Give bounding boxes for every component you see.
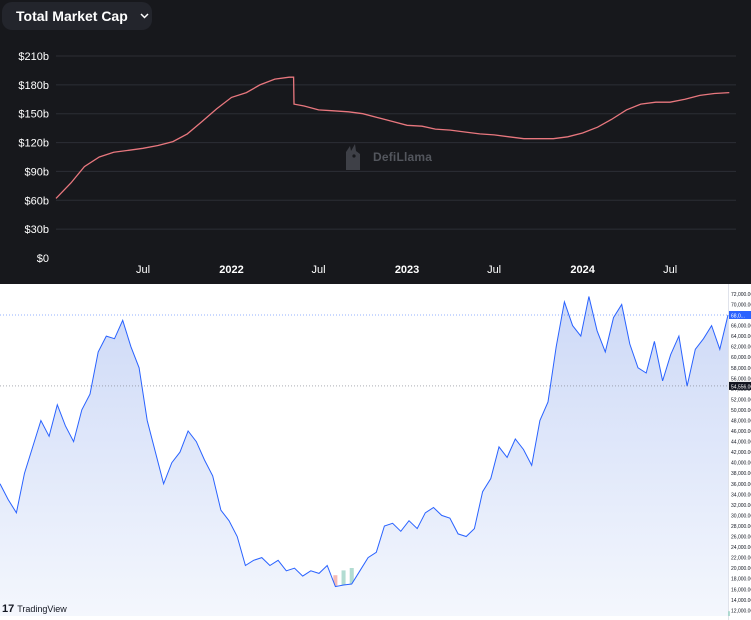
x-tick-label: Jul — [487, 264, 501, 276]
price-scale-label: 64,000.00 — [731, 334, 751, 340]
tradingview-chart-svg: 12,000.00 14,000.00 16,000.00 18,000.00 20,0… — [0, 284, 751, 620]
price-scale-label: 30,000.00 — [731, 513, 751, 519]
tradingview-logo-text: TradingView — [17, 604, 67, 614]
chevron-down-icon — [140, 11, 150, 21]
price-scale-label: 44,000.00 — [731, 440, 751, 446]
price-scale-label: 14,000.00 — [731, 598, 751, 604]
crosshair-price-label: 54,556.00 — [731, 384, 751, 390]
price-scale-label: 58,000.00 — [731, 366, 751, 372]
tradingview-logo-mark: 17 — [2, 603, 15, 615]
price-scale-label: 62,000.00 — [731, 345, 751, 351]
defillama-chart-svg: $0 $30b $60b $90b $120b $150b $180b $210b Jul 202… — [18, 51, 736, 276]
price-scale-label: 18,000.00 — [731, 577, 751, 583]
y-tick-label: $0 — [37, 253, 49, 265]
price-scale-label: 52,000.00 — [731, 397, 751, 403]
price-scale-label: 24,000.00 — [731, 545, 751, 551]
price-scale-label: 28,000.00 — [731, 524, 751, 530]
price-scale-label: 38,000.00 — [731, 471, 751, 477]
tradingview-logo: 17 TradingView — [2, 602, 67, 616]
price-scale-label: 12,000.00 — [731, 608, 751, 614]
price-scale-label: 56,000.00 — [731, 376, 751, 382]
price-scale-label: 40,000.00 — [731, 461, 751, 467]
defillama-watermark: DefiLlama — [373, 150, 433, 164]
x-tick-label: Jul — [312, 264, 326, 276]
price-scale-label: 36,000.00 — [731, 482, 751, 488]
tradingview-chart-panel: 12,000.00 14,000.00 16,000.00 18,000.00 20,0… — [0, 284, 751, 620]
x-tick-label: 2022 — [219, 264, 243, 276]
price-scale-label: 26,000.00 — [731, 535, 751, 541]
x-tick-label: Jul — [663, 264, 677, 276]
y-tick-label: $30b — [25, 224, 49, 236]
defillama-chart-panel: $0 $30b $60b $90b $120b $150b $180b $210b Jul 202… — [0, 0, 751, 284]
market-cap-line — [55, 76, 730, 199]
price-scale-label: 50,000.00 — [731, 408, 751, 414]
price-scale-label: 72,000.00 — [731, 292, 751, 298]
y-tick-label: $120b — [18, 138, 49, 150]
price-scale-label: 70,000.00 — [731, 302, 751, 308]
price-scale-label: 16,000.00 — [731, 587, 751, 593]
price-scale-label: 22,000.00 — [731, 556, 751, 562]
price-scale-label: 46,000.00 — [731, 429, 751, 435]
y-tick-label: $60b — [25, 195, 49, 207]
price-line — [0, 296, 729, 588]
current-price-label: 68,0... — [731, 314, 745, 320]
crosshair-price-tag — [729, 381, 751, 390]
metric-selector-label: Total Market Cap — [16, 8, 128, 24]
y-tick-label: $210b — [18, 51, 49, 63]
x-tick-label: 2023 — [395, 264, 419, 276]
price-scale-label: 32,000.00 — [731, 503, 751, 509]
x-tick-label: Jul — [136, 264, 150, 276]
price-scale-label: 60,000.00 — [731, 355, 751, 361]
price-scale-label: 20,000.00 — [731, 566, 751, 572]
llama-logo-icon — [346, 144, 360, 170]
price-scale-label: 48,000.00 — [731, 418, 751, 424]
price-scale-label: 42,000.00 — [731, 450, 751, 456]
current-price-tag — [729, 311, 751, 320]
y-tick-label: $150b — [18, 109, 49, 121]
metric-selector-button[interactable]: Total Market Cap — [2, 2, 152, 30]
price-area-fill — [0, 296, 728, 616]
x-tick-label: 2024 — [570, 264, 595, 276]
y-tick-label: $90b — [25, 166, 49, 178]
price-scale-label: 66,000.00 — [731, 324, 751, 330]
price-scale-label: 34,000.00 — [731, 492, 751, 498]
y-tick-label: $180b — [18, 80, 49, 92]
